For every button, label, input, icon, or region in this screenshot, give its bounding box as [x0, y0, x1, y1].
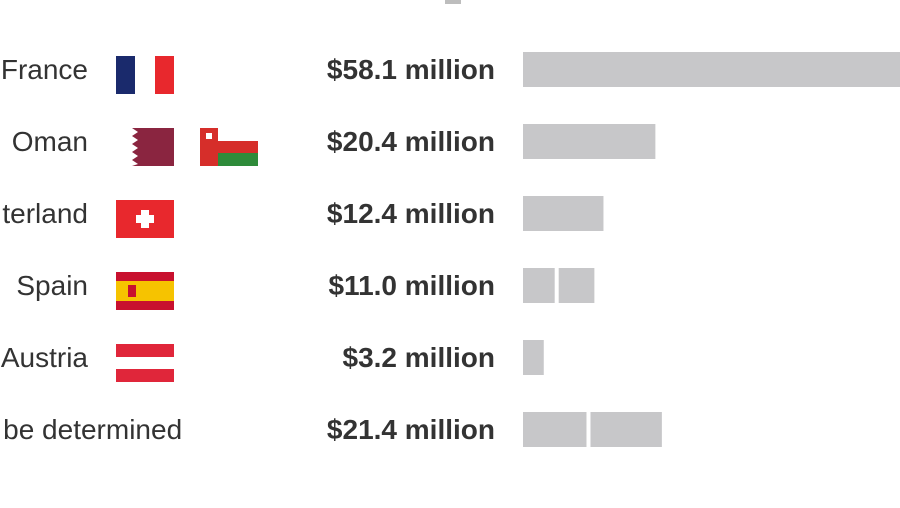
flag-qatar-icon: [116, 128, 174, 166]
top-cutoff-mark: [445, 0, 461, 4]
amount-label: $58.1 million: [326, 54, 495, 85]
amount-label: $11.0 million: [328, 270, 495, 301]
row-austria: Austria $3.2 million: [0, 322, 900, 394]
amount-label: $20.4 million: [326, 126, 495, 157]
flag-austria-icon: [116, 344, 174, 382]
flag-oman-icon: [200, 128, 258, 166]
row-switzerland: terland $12.4 million: [0, 178, 900, 250]
country-label: Oman: [11, 126, 88, 157]
row-france: France $58.1 million: [0, 34, 900, 106]
country-label: ot be determined: [0, 414, 183, 445]
flag-france-icon: [116, 56, 174, 94]
amount-label: $3.2 million: [342, 342, 496, 373]
country-label: terland: [2, 198, 88, 229]
row-oman: Oman $20.4 million: [0, 106, 900, 178]
row-spain: Spain $11.0 million: [0, 250, 900, 322]
flag-switzerland-icon: [116, 200, 174, 238]
amount-label: $12.4 million: [326, 198, 495, 229]
flag-spain-icon: [116, 272, 174, 310]
row-undetermined: ot be determined $21.4 million: [0, 394, 900, 466]
country-label: Austria: [0, 342, 88, 373]
amount-label: $21.4 million: [326, 414, 495, 445]
country-label: France: [0, 54, 88, 85]
country-label: Spain: [16, 270, 88, 301]
